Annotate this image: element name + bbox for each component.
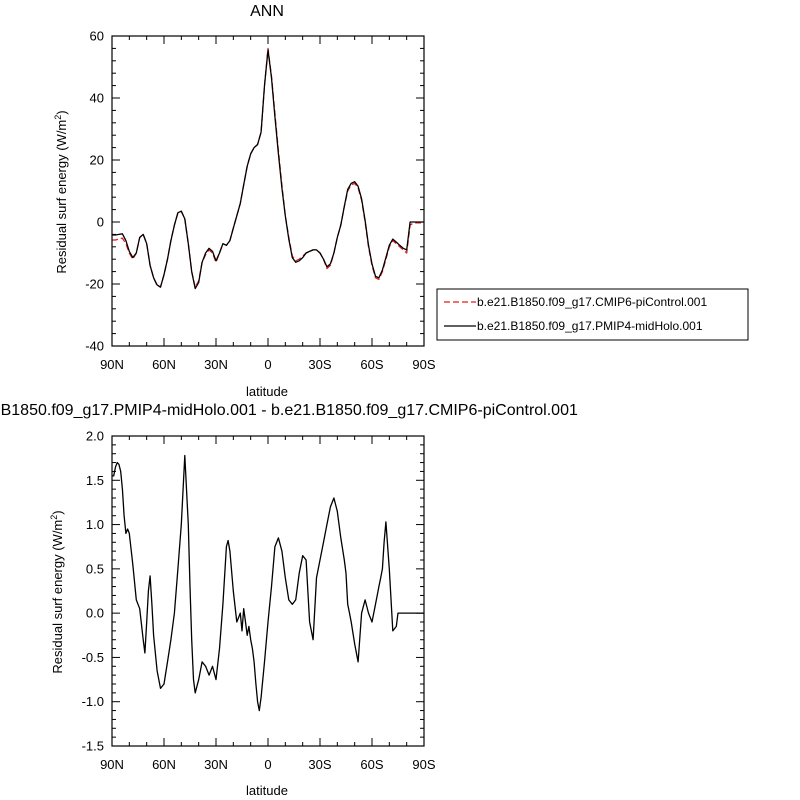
y-tick-label: -0.5 [82, 650, 104, 665]
x-tick-label: 90N [100, 757, 124, 772]
y-tick-label: 2.0 [86, 429, 104, 444]
x-tick-label: 90N [100, 357, 124, 372]
y-tick-label: 1.5 [86, 473, 104, 488]
y-tick-label: 0.0 [86, 606, 104, 621]
x-tick-label: 60S [360, 357, 383, 372]
y-tick-label: -1.5 [82, 739, 104, 754]
axes-frame [111, 35, 425, 347]
tick-labels: 90N 60N 30N 0 30S 60S 90S -40 -20 0 20 40 60 [85, 29, 436, 373]
y-axis-label-close: ) [54, 110, 69, 114]
y-tick-label: -20 [85, 277, 104, 292]
series-line-1 [112, 49, 424, 290]
difference-chart-title: b.e21.B1850.f09_g17.PMIP4-midHolo.001 - … [0, 402, 578, 419]
x-tick-label: 0 [264, 357, 271, 372]
x-tick-label: 30S [308, 357, 331, 372]
x-axis-label: latitude [246, 783, 288, 798]
series-line-0 [112, 454, 424, 712]
y-tick-label: 20 [90, 153, 104, 168]
tick-labels: 90N 60N 30N 0 30S 60S 90S -1.5 -1.0 -0.5 0.0 0.5 1.0… [82, 429, 436, 773]
y-axis-label: Residual surf energy (W/m2) [53, 110, 69, 273]
y-tick-label: -1.0 [82, 694, 104, 709]
legend-label-picontrol: b.e21.B1850.f09_g17.CMIP6-piControl.001 [477, 295, 707, 309]
y-tick-label: 60 [90, 29, 104, 44]
tick-marks [111, 435, 425, 747]
y-tick-label: 40 [90, 91, 104, 106]
tick-marks [111, 35, 425, 347]
x-tick-label: 90S [412, 757, 435, 772]
y-axis-label-main: Residual surf energy (W/m [50, 520, 65, 674]
y-axis-label-main: Residual surf energy (W/m [54, 120, 69, 274]
plot-area [112, 454, 424, 712]
chart-bottom: b.e21.B1850.f09_g17.PMIP4-midHolo.001 - … [0, 402, 578, 798]
x-tick-label: 0 [264, 757, 271, 772]
y-tick-label: 0.5 [86, 561, 104, 576]
legend: b.e21.B1850.f09_g17.CMIP6-piControl.001 … [436, 288, 749, 341]
x-axis-label: latitude [246, 384, 288, 399]
y-axis-label-sup: 2 [53, 115, 63, 120]
y-axis-label: Residual surf energy (W/m2) [49, 510, 65, 673]
chart-top: ANN 90N 60N 30N 0 30S 60S 90S -40 -20 0 20 40 60 lat… [53, 3, 749, 399]
x-tick-label: 60S [360, 757, 383, 772]
x-tick-label: 30N [204, 757, 228, 772]
plot-frame [111, 35, 425, 347]
y-tick-label: 0 [97, 215, 104, 230]
x-tick-label: 90S [412, 357, 435, 372]
chart-title: ANN [250, 3, 284, 20]
x-tick-label: 60N [152, 357, 176, 372]
y-tick-label: -40 [85, 339, 104, 354]
legend-label-midholo: b.e21.B1850.f09_g17.PMIP4-midHolo.001 [477, 319, 703, 333]
y-tick-label: 1.0 [86, 517, 104, 532]
legend-box [436, 288, 749, 341]
x-tick-label: 60N [152, 757, 176, 772]
plot-area [112, 47, 424, 290]
x-tick-label: 30S [308, 757, 331, 772]
y-axis-label-sup: 2 [49, 515, 59, 520]
x-tick-label: 30N [204, 357, 228, 372]
series-line-0 [112, 47, 424, 288]
plot-frame [111, 435, 425, 747]
y-axis-label-close: ) [50, 510, 65, 514]
axes-frame [111, 435, 425, 747]
